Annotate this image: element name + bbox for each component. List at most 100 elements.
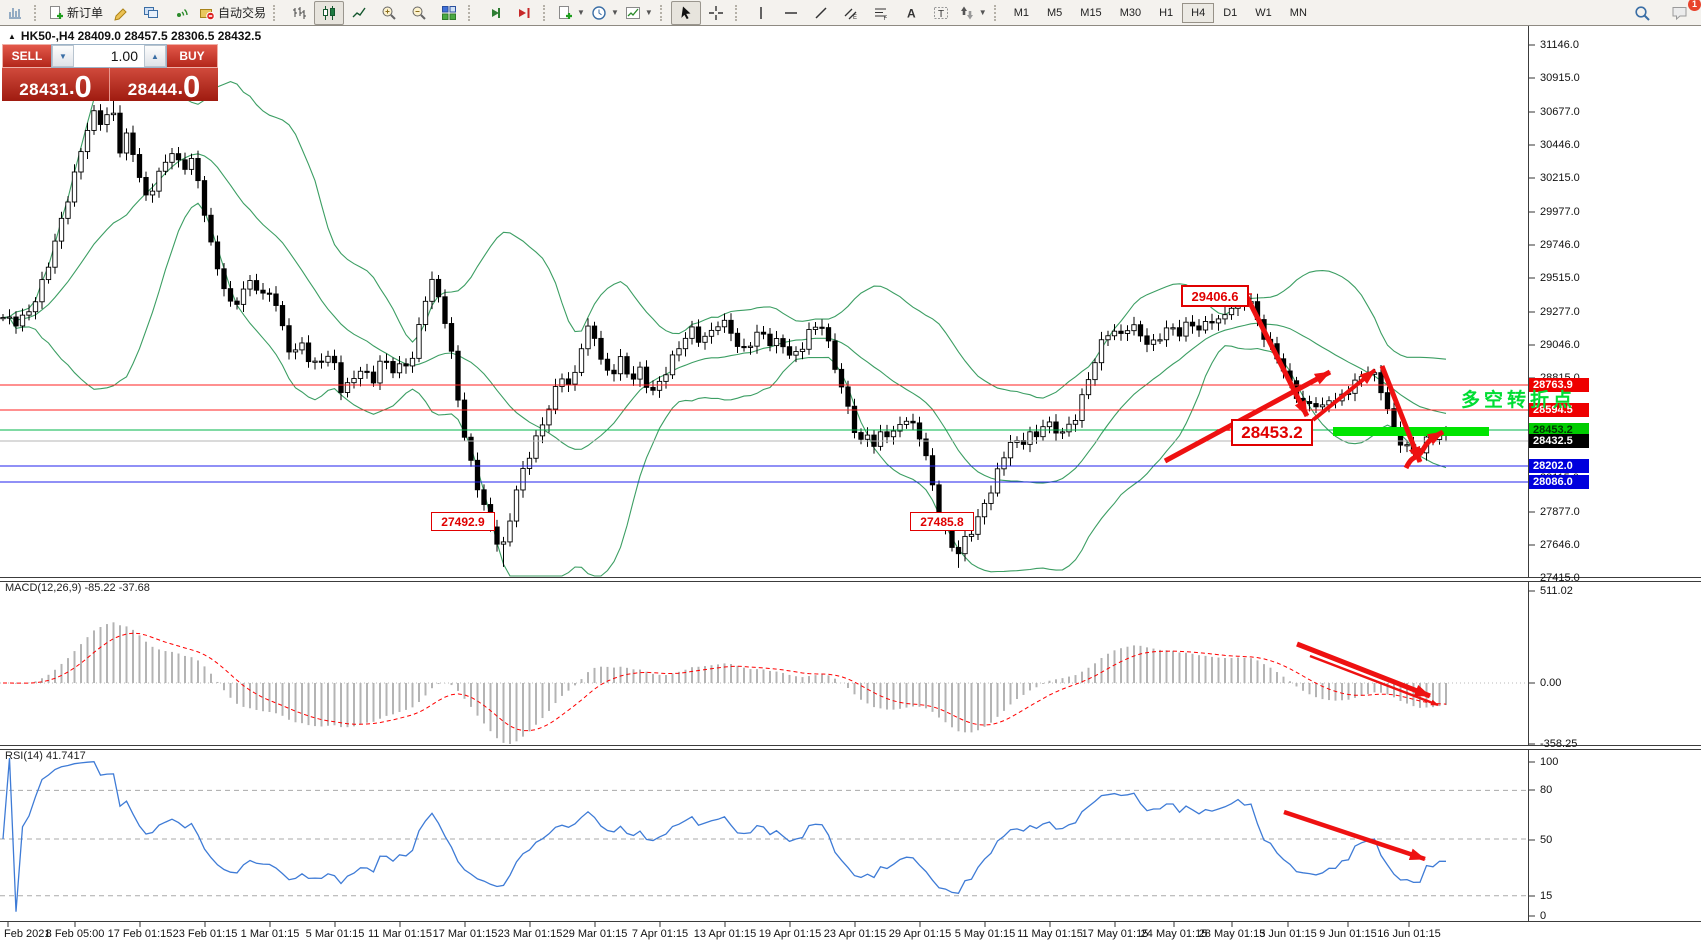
date-axis-label: 11 Mar 01:15 <box>367 928 433 940</box>
rsi-axis-tick: 0 <box>1540 910 1547 922</box>
toolbar-grip <box>993 4 1001 21</box>
tab-timeframe-m5[interactable]: M5 <box>1047 6 1063 19</box>
buy-price-big-digit: 0 <box>183 69 201 104</box>
equidistant-channel-icon[interactable]: E <box>836 1 866 25</box>
one-click-trading-panel: SELL ▼ 1.00 ▲ BUY 28431. 0 28444. 0 <box>2 44 218 104</box>
toolbar-grip <box>543 4 550 21</box>
price-axis-tick: 27646.0 <box>1540 539 1580 551</box>
autotrading-label: 自动交易 <box>218 6 267 20</box>
macd-axis-tick: 511.02 <box>1540 585 1573 597</box>
tab-timeframe-h4[interactable]: H4 <box>1182 2 1215 23</box>
price-axis-tick: 29515.0 <box>1540 272 1580 284</box>
toolbar-grip <box>34 4 41 21</box>
price-axis-tick: 29046.0 <box>1540 339 1580 351</box>
date-axis-label: 29 Mar 01:15 <box>562 928 628 940</box>
price-axis-separator <box>1528 25 1529 922</box>
cursor-icon[interactable] <box>670 0 701 25</box>
crosshair-icon[interactable] <box>701 1 731 25</box>
price-axis-tick: 29977.0 <box>1540 206 1580 218</box>
strategy-tester-icon[interactable] <box>166 1 196 25</box>
fibonacci-icon[interactable]: F <box>866 1 896 25</box>
sell-price[interactable]: 28431. 0 <box>2 68 110 104</box>
tab-timeframe-d1[interactable]: D1 <box>1223 6 1238 19</box>
volume-decrease-button[interactable]: ▼ <box>52 45 74 67</box>
text-label-icon[interactable]: T <box>926 1 956 25</box>
buy-price-dot: . <box>177 77 184 99</box>
price-axis-tick: 27877.0 <box>1540 506 1580 518</box>
sell-price-dot: . <box>68 77 75 99</box>
date-axis-label: 23 Mar 01:15 <box>497 928 563 940</box>
price-axis-tick: 27415.0 <box>1540 572 1580 584</box>
chart-title: ▲ HK50-,H4 28409.0 28457.5 28306.5 28432… <box>8 29 261 43</box>
trendline-icon[interactable] <box>806 1 836 25</box>
tab-timeframe-h1[interactable]: H1 <box>1159 6 1174 19</box>
line-chart-icon[interactable] <box>344 1 374 25</box>
date-axis-label: 24 May 01:15 <box>1140 928 1208 940</box>
price-marker-label: 28432.5 <box>1529 434 1589 448</box>
new-order-button[interactable]: 新订单 <box>45 1 106 25</box>
date-axis-label: 16 Jun 01:15 <box>1377 928 1441 940</box>
volume-increase-button[interactable]: ▲ <box>144 45 166 67</box>
date-axis-label: 11 May 01:15 <box>1017 928 1083 940</box>
candlestick-chart-icon[interactable] <box>314 0 345 25</box>
price-axis-tick: 30446.0 <box>1540 139 1580 151</box>
tab-timeframe-m30[interactable]: M30 <box>1119 6 1142 19</box>
macd-pane-separator[interactable] <box>0 577 1701 582</box>
text-icon[interactable]: A <box>896 1 926 25</box>
date-axis-separator <box>0 921 1701 922</box>
price-marker-label: 28594.5 <box>1529 403 1589 417</box>
metaeditor-icon[interactable] <box>106 1 136 25</box>
buy-price[interactable]: 28444. 0 <box>110 68 218 104</box>
arrows-tool-button[interactable]: ▼ <box>956 1 990 25</box>
periods-button[interactable]: ▼ <box>588 1 622 25</box>
terminal-icon[interactable] <box>136 1 166 25</box>
rsi-axis-tick: 100 <box>1540 756 1559 768</box>
date-axis-label: 5 Mar 01:15 <box>305 928 365 940</box>
date-axis-label: 1 Mar 01:15 <box>240 928 300 940</box>
volume-value[interactable]: 1.00 <box>110 48 138 64</box>
zoom-out-icon[interactable] <box>404 1 434 25</box>
svg-text:E: E <box>853 15 857 21</box>
date-axis-label: 28 May 01:15 <box>1198 928 1266 940</box>
chevron-down-icon: ▼ <box>978 8 987 17</box>
zoom-in-icon[interactable] <box>374 1 404 25</box>
vertical-line-icon[interactable] <box>746 1 776 25</box>
notifications-icon[interactable]: 1 <box>1665 0 1701 25</box>
tab-timeframe-m15[interactable]: M15 <box>1080 6 1102 19</box>
rsi-pane-separator[interactable] <box>0 745 1701 750</box>
price-marker-label: 28086.0 <box>1529 475 1589 489</box>
buy-price-main: 28444 <box>127 80 178 99</box>
sell-price-big-digit: 0 <box>74 69 92 104</box>
date-axis-label: 5 May 01:15 <box>954 928 1016 940</box>
tab-timeframe-w1[interactable]: W1 <box>1255 6 1272 19</box>
svg-text:F: F <box>883 16 887 21</box>
toolbar-grip <box>659 4 667 21</box>
date-axis-label: 8 Feb 05:00 <box>45 928 105 940</box>
tile-windows-icon[interactable] <box>434 1 464 25</box>
indicators-button[interactable]: ▼ <box>554 1 588 25</box>
bar-chart-icon[interactable] <box>284 1 314 25</box>
autotrading-button[interactable]: 自动交易 <box>196 1 269 25</box>
price-axis-tick: 30915.0 <box>1540 72 1580 84</box>
toolbar-grip <box>734 4 742 21</box>
date-axis-label: 17 May 01:15 <box>1081 928 1149 940</box>
new-chart-icon[interactable] <box>0 1 30 25</box>
templates-button[interactable]: ▼ <box>622 1 656 25</box>
date-axis-label: 13 Apr 01:15 <box>693 928 757 940</box>
chart-shift-icon[interactable] <box>509 1 539 25</box>
tab-timeframe-m1[interactable]: M1 <box>1013 6 1029 19</box>
horizontal-line-icon[interactable] <box>776 1 806 25</box>
tab-timeframe-mn[interactable]: MN <box>1289 6 1307 19</box>
date-axis-label: 29 Apr 01:15 <box>888 928 952 940</box>
macd-label: MACD(12,26,9) -85.22 -37.68 <box>5 582 150 594</box>
auto-scroll-icon[interactable] <box>479 1 509 25</box>
sell-button[interactable]: SELL <box>2 44 51 68</box>
date-axis-label: Feb 2021 <box>4 928 51 940</box>
buy-button[interactable]: BUY <box>167 44 218 68</box>
search-icon[interactable] <box>1627 1 1657 25</box>
toolbar: 新订单 自动交易 <box>0 0 1701 26</box>
price-axis-tick: 31146.0 <box>1540 39 1579 51</box>
date-axis-label: 7 Apr 01:15 <box>631 928 689 940</box>
